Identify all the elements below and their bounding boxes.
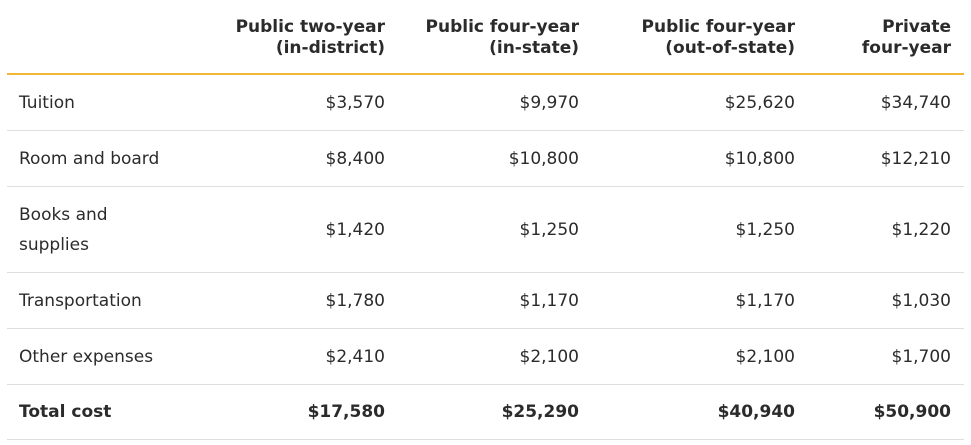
cell-private-four-year: $34,740 bbox=[808, 74, 964, 131]
cell-private-four-year: $1,700 bbox=[808, 328, 964, 385]
cell-private-four-year: $1,030 bbox=[808, 272, 964, 329]
total-public-two-year: $17,580 bbox=[205, 384, 398, 440]
table-row-books-and-supplies: Books and supplies $1,420 $1,250 $1,250 … bbox=[7, 186, 964, 273]
header-public-two-year-line1: Public two-year bbox=[235, 17, 385, 37]
header-private-four-year-line1: Private bbox=[882, 17, 951, 37]
row-label: Books and supplies bbox=[7, 186, 205, 273]
row-label: Other expenses bbox=[7, 328, 205, 385]
cell-public-four-year-in-state: $1,250 bbox=[398, 186, 592, 273]
cell-private-four-year: $12,210 bbox=[808, 130, 964, 187]
cell-public-four-year-out-of-state: $25,620 bbox=[592, 74, 808, 131]
cell-public-two-year: $3,570 bbox=[205, 74, 398, 131]
table-body: Tuition $3,570 $9,970 $25,620 $34,740 Ro… bbox=[7, 74, 964, 440]
table-row-transportation: Transportation $1,780 $1,170 $1,170 $1,0… bbox=[7, 272, 964, 329]
header-corner-cell bbox=[7, 0, 205, 75]
cell-public-four-year-in-state: $2,100 bbox=[398, 328, 592, 385]
cell-public-four-year-out-of-state: $1,170 bbox=[592, 272, 808, 329]
header-public-four-year-out-of-state: Public four-year (out-of-state) bbox=[592, 0, 808, 75]
table-row-room-and-board: Room and board $8,400 $10,800 $10,800 $1… bbox=[7, 130, 964, 187]
header-public-four-year-in-state: Public four-year (in-state) bbox=[398, 0, 592, 75]
row-label-line1: Books and bbox=[19, 204, 108, 225]
row-label-line2: supplies bbox=[19, 234, 89, 255]
cell-public-two-year: $1,780 bbox=[205, 272, 398, 329]
table-row-tuition: Tuition $3,570 $9,970 $25,620 $34,740 bbox=[7, 74, 964, 131]
cell-public-two-year: $8,400 bbox=[205, 130, 398, 187]
cell-public-two-year: $2,410 bbox=[205, 328, 398, 385]
cost-comparison-table-container: Public two-year (in-district) Public fou… bbox=[7, 0, 964, 440]
cell-public-four-year-in-state: $10,800 bbox=[398, 130, 592, 187]
cost-comparison-table: Public two-year (in-district) Public fou… bbox=[7, 0, 964, 440]
total-public-four-year-in-state: $25,290 bbox=[398, 384, 592, 440]
header-row: Public two-year (in-district) Public fou… bbox=[7, 0, 964, 75]
row-label: Tuition bbox=[7, 74, 205, 131]
total-public-four-year-out-of-state: $40,940 bbox=[592, 384, 808, 440]
total-private-four-year: $50,900 bbox=[808, 384, 964, 440]
cell-public-four-year-in-state: $9,970 bbox=[398, 74, 592, 131]
cell-public-four-year-in-state: $1,170 bbox=[398, 272, 592, 329]
row-label: Room and board bbox=[7, 130, 205, 187]
cell-public-four-year-out-of-state: $2,100 bbox=[592, 328, 808, 385]
header-public-four-year-in-state-line2: (in-state) bbox=[489, 38, 579, 58]
cell-private-four-year: $1,220 bbox=[808, 186, 964, 273]
header-public-four-year-in-state-line1: Public four-year bbox=[425, 17, 579, 37]
cell-public-four-year-out-of-state: $10,800 bbox=[592, 130, 808, 187]
table-header: Public two-year (in-district) Public fou… bbox=[7, 0, 964, 75]
table-row-other-expenses: Other expenses $2,410 $2,100 $2,100 $1,7… bbox=[7, 328, 964, 385]
header-private-four-year: Private four-year bbox=[808, 0, 964, 75]
header-public-four-year-out-of-state-line1: Public four-year bbox=[641, 17, 795, 37]
cell-public-two-year: $1,420 bbox=[205, 186, 398, 273]
total-row-label: Total cost bbox=[7, 384, 205, 440]
cell-public-four-year-out-of-state: $1,250 bbox=[592, 186, 808, 273]
table-row-total-cost: Total cost $17,580 $25,290 $40,940 $50,9… bbox=[7, 384, 964, 440]
header-public-two-year-line2: (in-district) bbox=[275, 38, 385, 58]
header-public-four-year-out-of-state-line2: (out-of-state) bbox=[665, 38, 795, 58]
row-label: Transportation bbox=[7, 272, 205, 329]
header-private-four-year-line2: four-year bbox=[861, 38, 951, 58]
header-public-two-year: Public two-year (in-district) bbox=[205, 0, 398, 75]
